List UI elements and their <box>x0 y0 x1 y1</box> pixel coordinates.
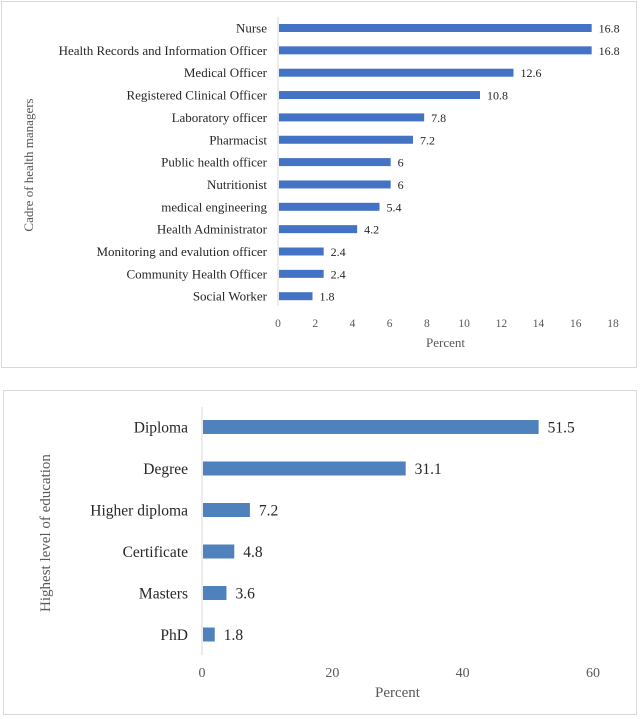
bar-row: Community Health Officer 2.4 <box>126 266 345 281</box>
bar-row: Degree 31.1 <box>143 461 442 478</box>
category-label: Laboratory officer <box>172 110 268 125</box>
x-tick-label: 20 <box>325 666 339 681</box>
data-label: 1.8 <box>320 290 335 304</box>
x-tick-label: 0 <box>199 666 206 681</box>
x-tick-label: 40 <box>456 666 470 681</box>
bar <box>279 202 380 211</box>
bar <box>279 180 391 189</box>
bar <box>279 135 413 144</box>
category-label: Social Worker <box>193 289 268 304</box>
bar <box>203 461 406 476</box>
data-label: 16.8 <box>599 22 620 36</box>
data-label: 31.1 <box>415 461 442 478</box>
bar-row: Public health officer 6 <box>161 155 404 170</box>
category-label: Health Administrator <box>157 222 268 237</box>
category-label: Registered Clinical Officer <box>126 88 267 103</box>
x-tick-label: 10 <box>458 318 470 330</box>
x-axis-title: Percent <box>375 685 421 701</box>
bar <box>279 292 313 301</box>
category-label: Degree <box>143 461 188 478</box>
bar-row: Social Worker 1.8 <box>193 289 335 304</box>
bar-row: medical engineering 5.4 <box>161 199 401 214</box>
bar <box>279 91 480 100</box>
bar-row: PhD 1.8 <box>160 627 243 644</box>
data-label: 7.2 <box>259 503 278 520</box>
bar-row: Monitoring and evalution officer 2.4 <box>96 244 345 259</box>
data-label: 7.2 <box>420 133 435 147</box>
data-label: 12.6 <box>521 66 542 80</box>
data-label: 2.4 <box>331 267 346 281</box>
x-tick-label: 8 <box>424 318 430 330</box>
data-label: 16.8 <box>599 44 620 58</box>
data-label: 6 <box>398 156 404 170</box>
bar-row: Laboratory officer 7.8 <box>172 110 447 125</box>
data-label: 4.2 <box>364 223 379 237</box>
bar <box>279 68 514 77</box>
bar-row: Pharmacist 7.2 <box>209 132 435 147</box>
category-label: Certificate <box>123 544 189 561</box>
category-label: Nurse <box>236 21 267 36</box>
x-tick-label: 6 <box>387 318 393 330</box>
y-axis-title: Highest level of education <box>38 454 54 612</box>
bar <box>203 627 215 642</box>
category-label: Health Records and Information Officer <box>59 43 268 58</box>
x-tick-label: 16 <box>570 318 582 330</box>
bar <box>279 247 324 256</box>
x-tick-label: 60 <box>586 666 600 681</box>
bar <box>203 544 235 559</box>
bar-row: Certificate 4.8 <box>123 544 263 561</box>
bar <box>279 269 324 278</box>
category-label: Monitoring and evalution officer <box>96 244 267 259</box>
x-tick-label: 4 <box>350 318 356 330</box>
category-label: Masters <box>139 586 188 603</box>
category-label: medical engineering <box>161 199 267 214</box>
category-label: Higher diploma <box>90 503 188 520</box>
data-label: 7.8 <box>431 111 446 125</box>
data-label: 10.8 <box>487 89 508 103</box>
bar-row: Health Administrator 4.2 <box>157 222 379 237</box>
category-label: Diploma <box>134 420 188 437</box>
data-label: 3.6 <box>235 586 255 603</box>
category-label: Nutritionist <box>207 177 267 192</box>
x-tick-label: 14 <box>533 318 545 330</box>
x-axis-title: Percent <box>426 335 465 350</box>
y-axis-title: Cadre of health managers <box>21 98 36 231</box>
bar <box>279 225 358 234</box>
bar <box>203 586 227 600</box>
data-label: 51.5 <box>548 420 575 437</box>
bar-row: Diploma 51.5 <box>134 420 575 437</box>
data-label: 4.8 <box>243 544 263 561</box>
bar-row: Masters 3.6 <box>139 586 255 603</box>
chart-education-frame <box>3 390 637 715</box>
bar <box>203 503 250 517</box>
category-label: Pharmacist <box>209 132 267 147</box>
data-label: 5.4 <box>387 200 402 214</box>
chart-highest-level-of-education: Diploma 51.5 Degree 31.1 Higher diploma 7.2 Ce… <box>38 407 600 701</box>
data-label: 6 <box>398 178 404 192</box>
bar <box>279 158 391 167</box>
category-label: Public health officer <box>161 155 268 170</box>
bar <box>203 420 539 434</box>
bar-row: Medical Officer 12.6 <box>184 65 542 80</box>
bar-row: Registered Clinical Officer 10.8 <box>126 88 508 103</box>
bar <box>279 113 425 122</box>
bar <box>279 46 592 55</box>
bar-row: Higher diploma 7.2 <box>90 503 278 520</box>
x-tick-label: 0 <box>275 318 281 330</box>
x-tick-label: 12 <box>496 318 508 330</box>
category-label: Medical Officer <box>184 65 268 80</box>
bar-row: Health Records and Information Officer 16… <box>59 43 620 58</box>
category-label: Community Health Officer <box>126 266 267 281</box>
data-label: 1.8 <box>224 627 244 644</box>
data-label: 2.4 <box>331 245 346 259</box>
bar-row: Nutritionist 6 <box>207 177 404 192</box>
x-tick-label: 2 <box>312 318 318 330</box>
category-label: PhD <box>160 627 188 644</box>
bar-row: Nurse 16.8 <box>236 21 620 36</box>
x-tick-label: 18 <box>607 318 619 330</box>
bar <box>279 24 592 32</box>
